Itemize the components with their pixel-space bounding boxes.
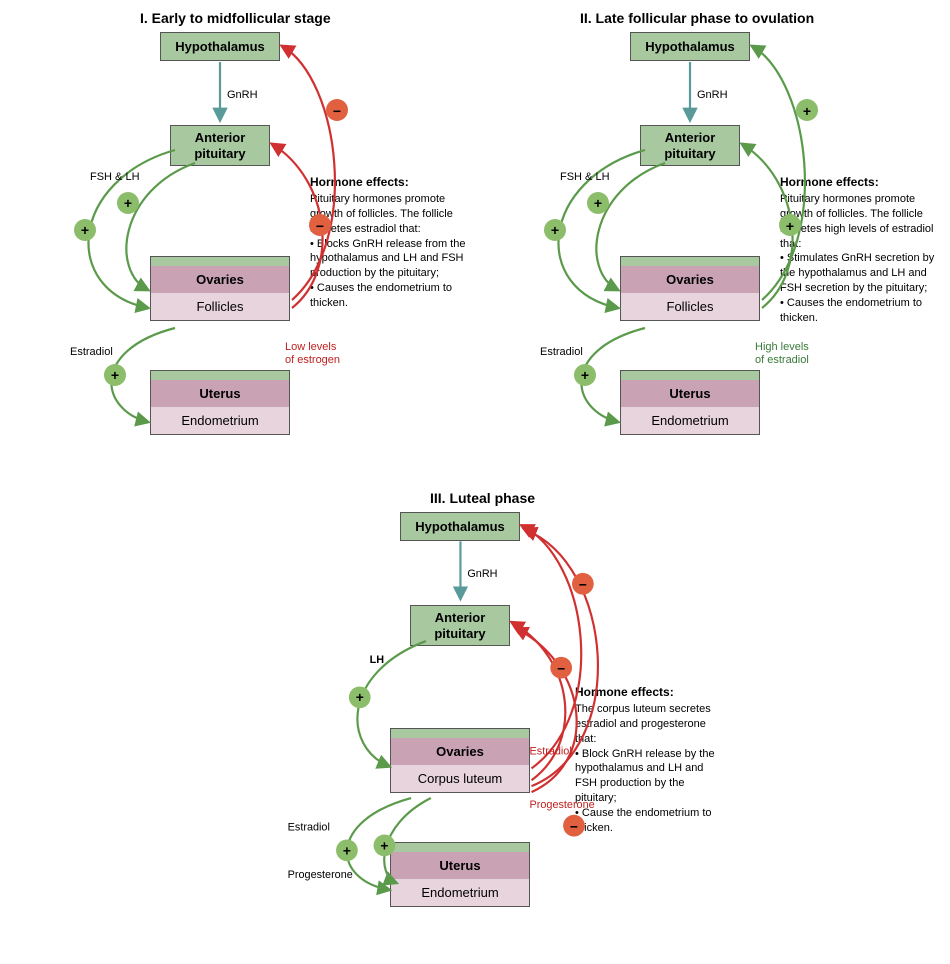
svg-text:−: − [579, 577, 587, 593]
svg-text:+: + [551, 222, 559, 238]
hypothalamus-box: Hypothalamus [400, 512, 520, 541]
effects-title: Hormone effects: [310, 175, 409, 189]
ovaries-accent [390, 728, 530, 738]
uterus-accent [390, 842, 530, 852]
uterus-sub: Endometrium [150, 407, 290, 435]
svg-text:+: + [594, 195, 602, 211]
svg-text:+: + [356, 689, 364, 705]
ovaries-group: Ovaries Follicles [620, 256, 760, 321]
uterus-header: Uterus [620, 380, 760, 407]
uterus-header: Uterus [150, 380, 290, 407]
estradiol-uterus-label: Estradiol [70, 346, 113, 358]
progesterone-label: Progesterone [288, 869, 353, 881]
ovaries-sub: Follicles [150, 293, 290, 321]
svg-text:+: + [81, 222, 89, 238]
uterus-sub: Endometrium [390, 879, 530, 907]
effects-title: Hormone effects: [575, 685, 674, 699]
estradiol-uterus-label: Estradiol [540, 346, 583, 358]
panel-title: II. Late follicular phase to ovulation [580, 10, 814, 26]
hypothalamus-box: Hypothalamus [630, 32, 750, 61]
estradiol-label: Estradiol [288, 822, 330, 834]
effects-body: Pituitary hormones promote growth of fol… [310, 192, 480, 311]
ovaries-sub: Follicles [620, 293, 760, 321]
ovaries-group: Ovaries Corpus luteum [390, 728, 530, 793]
panel-follicular-early: I. Early to midfollicular stage Hypothal… [30, 10, 480, 480]
panel-follicular-late: II. Late follicular phase to ovulation H… [500, 10, 950, 480]
uterus-group: Uterus Endometrium [620, 370, 760, 435]
effects-body: Pituitary hormones promote growth of fol… [780, 192, 950, 326]
fsh-lh-label: FSH & LH [90, 171, 140, 183]
ovaries-header: Ovaries [390, 738, 530, 765]
svg-text:+: + [111, 367, 119, 383]
svg-text:+: + [803, 103, 811, 119]
uterus-sub: Endometrium [620, 407, 760, 435]
svg-text:of estradiol: of estradiol [755, 354, 809, 366]
ovaries-group: Ovaries Follicles [150, 256, 290, 321]
gnrh-label: GnRH [227, 89, 258, 101]
svg-text:+: + [380, 837, 388, 853]
effects-body: The corpus luteum secretes estradiol and… [575, 702, 725, 836]
fsh-lh-label: FSH & LH [560, 171, 610, 183]
uterus-accent [620, 370, 760, 380]
svg-text:+: + [124, 195, 132, 211]
anterior-pituitary-box: Anterior pituitary [170, 125, 270, 166]
uterus-accent [150, 370, 290, 380]
ovaries-accent [620, 256, 760, 266]
ovaries-sub: Corpus luteum [390, 765, 530, 793]
panel-luteal: III. Luteal phase Hypothalamus Anterior … [270, 490, 720, 954]
high-estradiol-label: High levels [755, 341, 809, 353]
uterus-header: Uterus [390, 852, 530, 879]
panel-title: III. Luteal phase [430, 490, 535, 506]
ovaries-header: Ovaries [620, 266, 760, 293]
uterus-group: Uterus Endometrium [390, 842, 530, 907]
uterus-group: Uterus Endometrium [150, 370, 290, 435]
svg-text:of estrogen: of estrogen [285, 354, 340, 366]
lh-label: LH [370, 654, 385, 666]
anterior-pituitary-box: Anterior pituitary [410, 605, 510, 646]
effects-title: Hormone effects: [780, 175, 879, 189]
ovaries-header: Ovaries [150, 266, 290, 293]
gnrh-label: GnRH [697, 89, 728, 101]
estradiol-fb-label: Estradiol [530, 746, 572, 758]
diagram-container: I. Early to midfollicular stage Hypothal… [10, 10, 940, 954]
panel-title: I. Early to midfollicular stage [140, 10, 331, 26]
svg-text:−: − [557, 661, 565, 677]
hypothalamus-box: Hypothalamus [160, 32, 280, 61]
ovaries-accent [150, 256, 290, 266]
svg-text:+: + [581, 367, 589, 383]
svg-text:−: − [333, 103, 341, 119]
svg-text:+: + [343, 842, 351, 858]
low-estrogen-label: Low levels [285, 341, 337, 353]
anterior-pituitary-box: Anterior pituitary [640, 125, 740, 166]
gnrh-label: GnRH [467, 568, 497, 580]
